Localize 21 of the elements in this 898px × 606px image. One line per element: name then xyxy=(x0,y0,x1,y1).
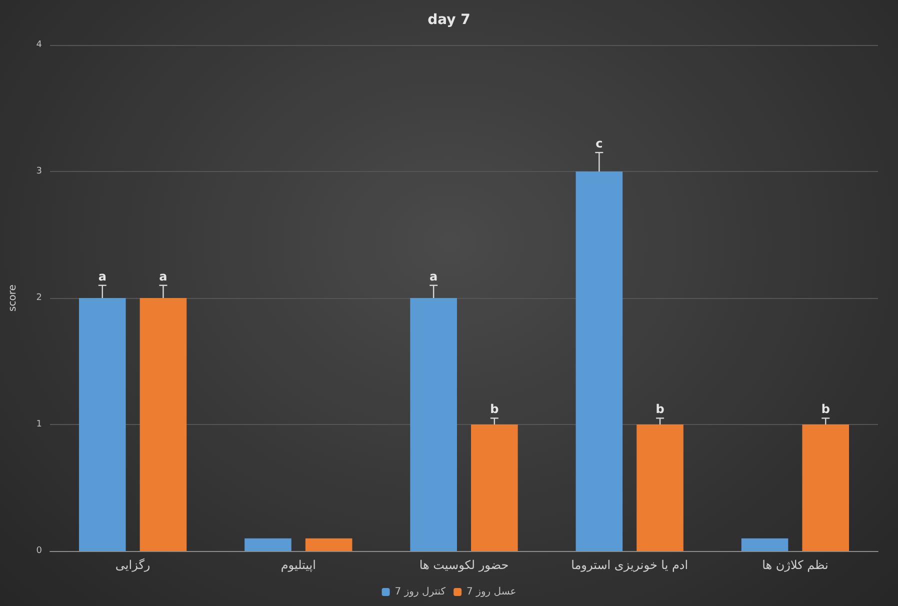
x-tick-label: رگزایی xyxy=(115,558,150,572)
y-tick-label: 2 xyxy=(36,293,42,303)
data-label: b xyxy=(490,402,500,416)
data-label: b xyxy=(821,402,830,416)
y-tick-label: 3 xyxy=(36,166,42,176)
y-tick-label: 1 xyxy=(36,420,42,430)
chart-title: day 7 xyxy=(428,12,470,28)
data-label: a xyxy=(98,269,106,284)
data-label: a xyxy=(159,269,168,284)
legend-label: عسل روز 7 xyxy=(466,586,516,598)
x-tick-label: حضور لکوسیت ها xyxy=(419,558,509,572)
data-label: c xyxy=(596,136,603,151)
x-tick-label: اپیتلیوم xyxy=(280,558,316,572)
y-axis-title: score xyxy=(8,284,18,312)
data-label: a xyxy=(430,269,438,284)
y-tick-label: 4 xyxy=(36,40,42,50)
data-label: b xyxy=(656,402,665,416)
x-tick-label: نظم کلاژن ها xyxy=(762,558,828,572)
legend-label: کنترل روز 7 xyxy=(394,586,446,598)
x-tick-label: ادم یا خونریزی استروما xyxy=(571,558,688,572)
y-tick-label: 0 xyxy=(36,546,42,556)
